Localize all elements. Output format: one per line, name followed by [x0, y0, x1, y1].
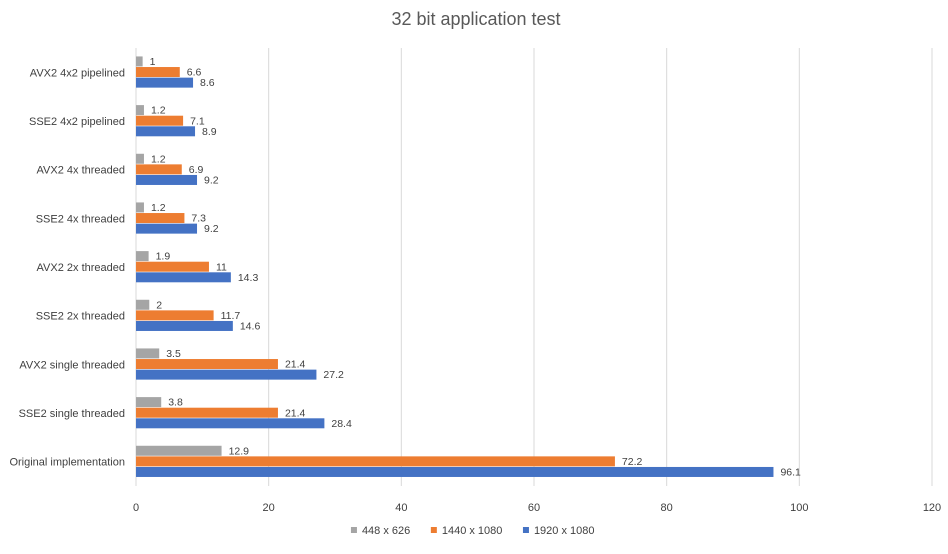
- bar-1920-x-1080-sse2-2x-threaded: [136, 320, 233, 331]
- category-label-sse2-2x-threaded: SSE2 2x threaded: [36, 311, 125, 323]
- bar-1920-x-1080-sse2-single-threaded: [136, 418, 325, 429]
- data-label-1440-x-1080: 11.7: [221, 310, 241, 322]
- bars: [136, 56, 774, 477]
- data-label-1920-x-1080: 8.6: [200, 77, 215, 89]
- bar-448-x-626-avx2-4x-threaded: [136, 153, 144, 164]
- data-label-448-x-626: 12.9: [229, 445, 250, 457]
- bar-1920-x-1080-avx2-4x2-pipelined: [136, 77, 194, 88]
- bar-448-x-626-sse2-4x2-pipelined: [136, 105, 144, 116]
- category-label-avx2-4x-threaded: AVX2 4x threaded: [37, 165, 125, 177]
- bar-448-x-626-avx2-2x-threaded: [136, 251, 149, 262]
- bar-448-x-626-sse2-4x-threaded: [136, 202, 144, 213]
- legend-swatch-448-x-626: [350, 527, 357, 533]
- category-label-original-implementation: Original implementation: [9, 457, 125, 469]
- bar-448-x-626-sse2-single-threaded: [136, 397, 162, 408]
- data-label-1920-x-1080: 14.3: [238, 272, 259, 284]
- data-label-1440-x-1080: 6.9: [189, 164, 204, 176]
- data-label-1920-x-1080: 28.4: [331, 418, 352, 430]
- legend-label-1920-x-1080: 1920 x 1080: [534, 525, 595, 537]
- chart-title: 32 bit application test: [391, 9, 560, 29]
- data-label-1440-x-1080: 6.6: [187, 67, 202, 79]
- legend-label-448-x-626: 448 x 626: [362, 525, 410, 537]
- x-tick-label: 40: [395, 502, 407, 514]
- data-label-1440-x-1080: 7.1: [190, 115, 205, 127]
- x-tick-label: 80: [661, 502, 673, 514]
- data-label-448-x-626: 1.2: [151, 153, 166, 165]
- bar-1920-x-1080-original-implementation: [136, 466, 774, 477]
- bar-1440-x-1080-avx2-4x2-pipelined: [136, 67, 180, 78]
- x-tick-labels: 0 20 40 60 80 100 120: [133, 502, 941, 514]
- data-label-448-x-626: 1.9: [156, 251, 171, 263]
- data-label-1920-x-1080: 9.2: [204, 223, 219, 235]
- data-label-448-x-626: 3.5: [166, 348, 181, 360]
- bar-448-x-626-avx2-4x2-pipelined: [136, 56, 143, 67]
- bar-448-x-626-original-implementation: [136, 445, 222, 456]
- data-label-1920-x-1080: 96.1: [780, 467, 801, 479]
- data-label-1440-x-1080: 21.4: [285, 359, 306, 371]
- grid-lines: [135, 48, 933, 486]
- bar-1920-x-1080-avx2-4x-threaded: [136, 174, 198, 185]
- data-label-448-x-626: 2: [156, 299, 162, 311]
- bar-448-x-626-avx2-single-threaded: [136, 348, 160, 359]
- data-label-448-x-626: 3.8: [168, 397, 183, 409]
- bar-1920-x-1080-sse2-4x2-pipelined: [136, 126, 196, 137]
- bar-448-x-626-sse2-2x-threaded: [136, 299, 150, 310]
- data-label-1440-x-1080: 21.4: [285, 407, 306, 419]
- bar-1920-x-1080-sse2-4x-threaded: [136, 223, 198, 234]
- bar-1440-x-1080-avx2-single-threaded: [136, 359, 278, 370]
- data-label-1440-x-1080: 11: [216, 261, 227, 273]
- legend-swatch-1920-x-1080: [522, 527, 529, 533]
- category-label-avx2-4x2-pipelined: AVX2 4x2 pipelined: [30, 67, 125, 79]
- data-label-1440-x-1080: 72.2: [622, 456, 643, 468]
- bar-1440-x-1080-sse2-single-threaded: [136, 407, 278, 418]
- data-label-448-x-626: 1.2: [151, 202, 166, 214]
- bar-1920-x-1080-avx2-2x-threaded: [136, 272, 231, 283]
- category-label-sse2-4x2-pipelined: SSE2 4x2 pipelined: [29, 116, 125, 128]
- x-tick-label: 100: [790, 502, 808, 514]
- data-label-1920-x-1080: 27.2: [323, 369, 344, 381]
- data-label-1920-x-1080: 14.6: [240, 321, 261, 333]
- bar-1920-x-1080-avx2-single-threaded: [136, 369, 317, 380]
- bar-1440-x-1080-sse2-2x-threaded: [136, 310, 214, 321]
- bar-1440-x-1080-avx2-4x-threaded: [136, 164, 182, 175]
- legend-swatch-1440-x-1080: [430, 527, 437, 533]
- data-label-1440-x-1080: 7.3: [191, 213, 206, 225]
- category-label-avx2-2x-threaded: AVX2 2x threaded: [37, 262, 125, 274]
- category-label-sse2-4x-threaded: SSE2 4x threaded: [36, 213, 125, 225]
- bar-1440-x-1080-avx2-2x-threaded: [136, 261, 209, 272]
- bar-1440-x-1080-sse2-4x2-pipelined: [136, 115, 184, 126]
- x-tick-label: 60: [528, 502, 540, 514]
- data-label-448-x-626: 1.2: [151, 105, 166, 117]
- data-label-448-x-626: 1: [150, 56, 156, 68]
- legend: 448 x 626 1440 x 1080 1920 x 1080: [350, 525, 595, 537]
- x-tick-label: 120: [923, 502, 941, 514]
- data-label-1920-x-1080: 9.2: [204, 175, 219, 187]
- legend-label-1440-x-1080: 1440 x 1080: [442, 525, 503, 537]
- category-label-avx2-single-threaded: AVX2 single threaded: [19, 359, 125, 371]
- data-label-1920-x-1080: 8.9: [202, 126, 217, 138]
- x-tick-label: 20: [263, 502, 275, 514]
- category-labels: AVX2 4x2 pipelined SSE2 4x2 pipelined AVX2…: [9, 67, 125, 468]
- bar-1440-x-1080-original-implementation: [136, 456, 615, 467]
- category-label-sse2-single-threaded: SSE2 single threaded: [19, 408, 125, 420]
- x-tick-label: 0: [133, 502, 139, 514]
- bar-1440-x-1080-sse2-4x-threaded: [136, 213, 185, 224]
- data-labels: 16.68.61.27.18.91.26.99.21.27.39.21.9111…: [150, 56, 801, 479]
